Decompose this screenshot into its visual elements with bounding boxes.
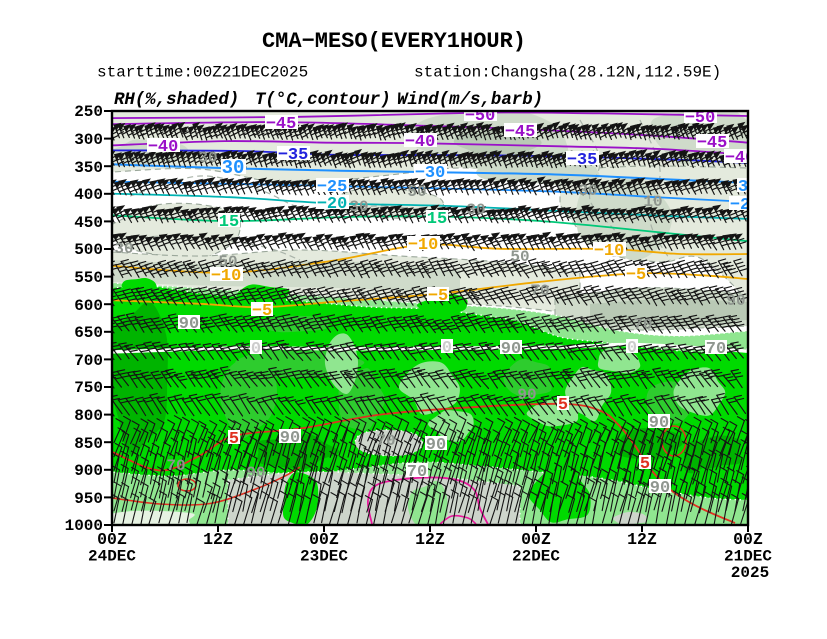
svg-text:50: 50	[510, 248, 529, 266]
svg-text:3: 3	[738, 178, 748, 197]
svg-text:−40: −40	[148, 138, 179, 157]
svg-text:15: 15	[219, 213, 239, 232]
svg-text:10: 10	[643, 193, 662, 211]
svg-text:400: 400	[74, 186, 103, 204]
svg-text:5: 5	[558, 396, 568, 415]
svg-text:30: 30	[114, 240, 133, 258]
svg-text:station:Changsha(28.12N,112.59: station:Changsha(28.12N,112.59E)	[414, 64, 721, 82]
svg-text:70: 70	[376, 432, 395, 450]
svg-text:21DEC: 21DEC	[724, 548, 772, 566]
svg-text:90: 90	[650, 479, 670, 498]
svg-text:5: 5	[640, 455, 650, 474]
svg-text:−5: −5	[252, 302, 272, 321]
svg-text:50: 50	[218, 253, 237, 271]
svg-text:450: 450	[74, 214, 103, 232]
svg-text:2025: 2025	[731, 564, 769, 582]
svg-text:starttime:00Z21DEC2025: starttime:00Z21DEC2025	[97, 64, 308, 82]
svg-text:0: 0	[627, 339, 637, 358]
svg-text:T(°C,contour): T(°C,contour)	[255, 91, 391, 110]
svg-text:0: 0	[442, 339, 452, 358]
svg-text:850: 850	[74, 435, 103, 453]
svg-text:−35: −35	[278, 146, 309, 165]
svg-text:300: 300	[74, 131, 103, 149]
svg-text:70: 70	[706, 340, 726, 359]
svg-text:90: 90	[726, 292, 745, 310]
svg-text:90: 90	[280, 429, 300, 448]
svg-text:950: 950	[74, 490, 103, 508]
svg-text:00Z: 00Z	[521, 530, 551, 549]
svg-text:30: 30	[222, 157, 245, 179]
svg-text:30: 30	[578, 182, 597, 200]
svg-text:RH(%,shaded): RH(%,shaded)	[114, 91, 239, 110]
svg-text:−10: −10	[211, 267, 242, 286]
svg-text:90: 90	[517, 386, 536, 404]
svg-text:70: 70	[530, 282, 549, 300]
svg-text:70: 70	[633, 316, 652, 334]
svg-text:250: 250	[74, 103, 103, 121]
svg-text:−45: −45	[505, 123, 536, 142]
svg-text:800: 800	[74, 407, 103, 425]
svg-text:−10: −10	[408, 236, 439, 255]
svg-text:90: 90	[426, 436, 446, 455]
svg-text:−50: −50	[685, 109, 716, 128]
svg-text:0: 0	[251, 340, 261, 359]
svg-text:750: 750	[74, 379, 103, 397]
svg-text:30: 30	[466, 201, 485, 219]
svg-text:−35: −35	[567, 151, 598, 170]
svg-text:700: 700	[74, 352, 103, 370]
svg-text:12Z: 12Z	[627, 530, 657, 549]
svg-text:−5: −5	[626, 266, 646, 285]
svg-text:350: 350	[74, 159, 103, 177]
svg-text:90: 90	[501, 340, 521, 359]
svg-text:5: 5	[229, 430, 239, 449]
svg-text:−25: −25	[317, 178, 348, 197]
svg-text:12Z: 12Z	[415, 530, 445, 549]
svg-text:70: 70	[407, 463, 427, 482]
svg-text:−45: −45	[697, 134, 728, 153]
svg-text:90: 90	[649, 414, 669, 433]
svg-text:−10: −10	[594, 242, 625, 261]
svg-text:90: 90	[179, 315, 199, 334]
svg-text:50: 50	[407, 183, 426, 201]
svg-text:24DEC: 24DEC	[88, 548, 136, 566]
svg-text:−5: −5	[428, 287, 448, 306]
svg-text:1000: 1000	[65, 517, 103, 535]
svg-text:−20: −20	[317, 195, 348, 214]
svg-text:−40: −40	[405, 133, 436, 152]
svg-text:23DEC: 23DEC	[300, 548, 348, 566]
svg-text:22DEC: 22DEC	[512, 548, 560, 566]
svg-text:00Z: 00Z	[733, 530, 763, 549]
svg-text:00Z: 00Z	[97, 530, 127, 549]
svg-text:12Z: 12Z	[203, 530, 233, 549]
svg-text:30: 30	[198, 149, 217, 167]
svg-text:500: 500	[74, 241, 103, 259]
svg-text:−45: −45	[266, 115, 297, 134]
svg-text:−40: −40	[725, 149, 756, 168]
svg-text:30: 30	[349, 198, 368, 216]
svg-text:15: 15	[427, 210, 447, 229]
svg-text:650: 650	[74, 324, 103, 342]
svg-text:−50: −50	[465, 107, 496, 126]
svg-text:90: 90	[246, 464, 265, 482]
svg-text:CMA−MESO(EVERY1HOUR): CMA−MESO(EVERY1HOUR)	[262, 29, 526, 54]
svg-text:−30: −30	[415, 164, 446, 183]
svg-text:−2: −2	[730, 196, 750, 215]
svg-text:600: 600	[74, 297, 103, 315]
svg-text:550: 550	[74, 269, 103, 287]
svg-text:00Z: 00Z	[309, 530, 339, 549]
svg-text:900: 900	[74, 462, 103, 480]
svg-text:70: 70	[166, 457, 185, 475]
svg-text:Wind(m/s,barb): Wind(m/s,barb)	[397, 91, 543, 110]
